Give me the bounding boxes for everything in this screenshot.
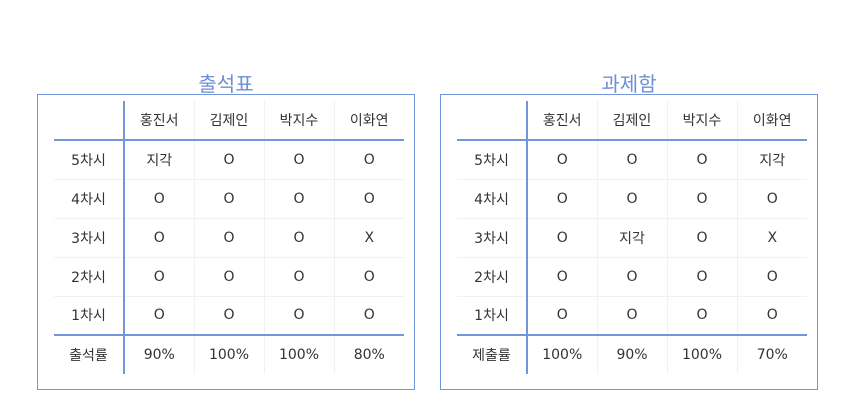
- attendance-cell: 지각: [124, 140, 194, 180]
- attendance-cell: O: [153, 307, 165, 324]
- attendance-title: 출석표: [198, 71, 254, 96]
- submission-rate-label: 제출률: [457, 334, 528, 374]
- table-row: 4차시 O O O O: [457, 179, 807, 219]
- assignment-cell: O: [596, 179, 667, 219]
- assignment-cell: O: [666, 140, 737, 180]
- session-label: 2차시: [54, 257, 125, 297]
- session-label: 4차시: [54, 179, 125, 219]
- attendance-cell: O: [193, 218, 264, 258]
- attendance-cell: O: [333, 179, 404, 219]
- session-label: 1차시: [457, 296, 528, 335]
- attendance-cell: O: [333, 296, 404, 335]
- submission-rate-cell: 100%: [666, 334, 737, 374]
- submission-rate-cell: 90%: [596, 334, 667, 374]
- attendance-cell: O: [124, 218, 194, 258]
- attendance-cell: O: [193, 257, 264, 297]
- assignments-table: 홍진서 김제인 박지수 이화연 5차시 O O O 지각 4차시 O O O O: [457, 101, 807, 374]
- attendance-cell: O: [263, 179, 334, 219]
- table-row: 1차시 O O O O: [457, 296, 807, 335]
- session-label: 4차시: [457, 179, 528, 219]
- assignment-cell: 지각: [596, 218, 667, 258]
- attendance-cell: O: [333, 257, 404, 297]
- assignments-title: 과제함: [601, 71, 657, 96]
- assignment-cell: O: [527, 218, 597, 258]
- assignment-cell: O: [556, 307, 568, 324]
- assignment-cell: O: [666, 179, 737, 219]
- table-row: 2차시 O O O O: [54, 257, 404, 297]
- assignment-cell: O: [527, 179, 597, 219]
- attendance-cell: O: [263, 218, 334, 258]
- assignments-panel: 홍진서 김제인 박지수 이화연 5차시 O O O 지각 4차시 O O O O: [440, 94, 818, 390]
- attendance-cell: O: [193, 140, 264, 180]
- assignments-student-header: 이화연: [736, 101, 807, 141]
- attendance-rate-cell: 90%: [124, 334, 194, 374]
- assignment-cell: O: [666, 218, 737, 258]
- table-row: 5차시 O O O 지각: [457, 140, 807, 180]
- assignments-student-header: 박지수: [666, 101, 737, 141]
- session-label: 2차시: [457, 257, 528, 297]
- table-row: 4차시 O O O O: [54, 179, 404, 219]
- assignment-cell: O: [736, 296, 807, 335]
- attendance-student-header: 박지수: [263, 101, 334, 141]
- attendance-cell: O: [263, 140, 334, 180]
- assignments-header-row: 홍진서 김제인 박지수 이화연: [457, 101, 807, 141]
- submission-rate-cell: 70%: [736, 334, 807, 374]
- assignment-cell: 지각: [736, 140, 807, 180]
- attendance-header-row: 홍진서 김제인 박지수 이화연: [54, 101, 404, 141]
- assignment-cell: O: [527, 257, 597, 297]
- assignment-cell: O: [596, 296, 667, 335]
- attendance-rate-cell: 100%: [263, 334, 334, 374]
- table-row: 5차시 지각 O O O: [54, 140, 404, 180]
- attendance-cell: O: [124, 257, 194, 297]
- assignment-cell: X: [736, 218, 807, 258]
- attendance-cell: O: [263, 296, 334, 335]
- assignment-cell: O: [666, 257, 737, 297]
- assignments-corner-cell: [457, 101, 528, 141]
- assignment-cell: O: [527, 140, 597, 180]
- attendance-rate-row: 출석률 90% 100% 100% 80%: [54, 334, 404, 374]
- attendance-cell: O: [333, 140, 404, 180]
- attendance-student-header: 김제인: [193, 101, 264, 141]
- session-label: 3차시: [457, 218, 528, 258]
- table-row: 2차시 O O O O: [457, 257, 807, 297]
- assignment-cell: O: [736, 257, 807, 297]
- attendance-cell: O: [193, 179, 264, 219]
- attendance-rate-cell: 80%: [333, 334, 404, 374]
- attendance-student-header: 홍진서: [124, 101, 194, 141]
- session-label: 5차시: [54, 140, 125, 180]
- attendance-cell: X: [333, 218, 404, 258]
- attendance-rate-label: 출석률: [54, 334, 125, 374]
- attendance-cell: O: [193, 296, 264, 335]
- assignment-cell: O: [596, 257, 667, 297]
- attendance-panel: 홍진서 김제인 박지수 이화연 5차시 지각 O O O 4차시 O O O O: [37, 94, 415, 390]
- table-row: 3차시 O O O X: [54, 218, 404, 258]
- assignment-cell: O: [666, 296, 737, 335]
- submission-rate-row: 제출률 100% 90% 100% 70%: [457, 334, 807, 374]
- table-row: 1차시 O O O O: [54, 296, 404, 335]
- session-label: 3차시: [54, 218, 125, 258]
- attendance-table: 홍진서 김제인 박지수 이화연 5차시 지각 O O O 4차시 O O O O: [54, 101, 404, 374]
- attendance-cell: O: [263, 257, 334, 297]
- session-label: 5차시: [457, 140, 528, 180]
- submission-rate-cell: 100%: [527, 334, 597, 374]
- attendance-corner-cell: [54, 101, 125, 141]
- attendance-rate-cell: 100%: [193, 334, 264, 374]
- assignments-student-header: 홍진서: [527, 101, 597, 141]
- assignment-cell: O: [736, 179, 807, 219]
- attendance-cell: O: [124, 179, 194, 219]
- table-row: 3차시 O 지각 O X: [457, 218, 807, 258]
- assignment-cell: O: [596, 140, 667, 180]
- attendance-student-header: 이화연: [333, 101, 404, 141]
- assignments-student-header: 김제인: [596, 101, 667, 141]
- session-label: 1차시: [54, 296, 125, 335]
